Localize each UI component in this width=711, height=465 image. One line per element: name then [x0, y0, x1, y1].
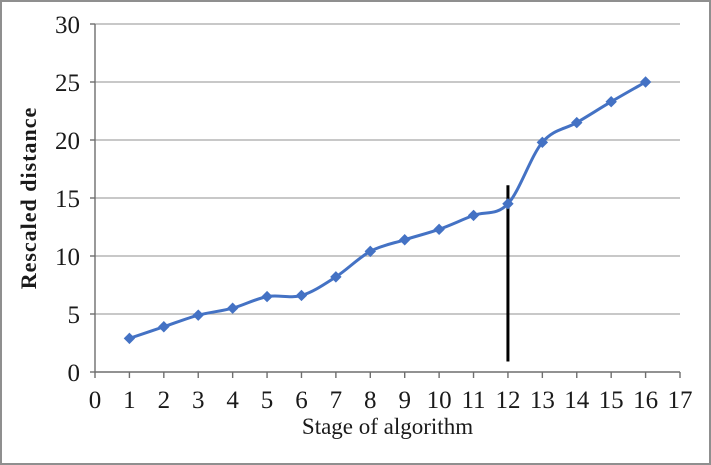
x-tick-label: 7	[330, 387, 343, 414]
x-tick-label: 5	[261, 387, 274, 414]
data-point-marker	[295, 289, 308, 302]
data-point-marker	[123, 332, 136, 345]
x-tick-label: 1	[123, 387, 136, 414]
x-tick-label: 9	[398, 387, 411, 414]
x-tick-label: 11	[461, 387, 485, 414]
x-tick-label: 4	[226, 387, 239, 414]
x-tick-label: 2	[158, 387, 171, 414]
data-point-marker	[158, 321, 170, 333]
data-point-marker	[433, 223, 445, 236]
y-tick-label: 25	[55, 70, 80, 97]
data-point-marker	[261, 290, 273, 303]
data-point-marker	[639, 76, 652, 88]
x-tick-label: 0	[89, 387, 102, 414]
x-axis-title: Stage of algorithm	[301, 414, 474, 439]
x-tick-label: 3	[192, 387, 205, 414]
data-point-marker	[226, 302, 239, 314]
x-tick-label: 16	[633, 387, 658, 414]
y-tick-label: 20	[55, 128, 80, 155]
data-point-marker	[467, 209, 480, 222]
y-tick-label: 15	[55, 186, 80, 213]
x-tick-label: 14	[564, 387, 590, 414]
x-tick-label: 6	[295, 387, 308, 414]
data-point-marker	[398, 234, 411, 246]
y-tick-label: 10	[55, 244, 80, 271]
y-tick-label: 5	[68, 302, 81, 329]
data-point-marker	[536, 136, 549, 149]
x-tick-label: 10	[427, 387, 452, 414]
data-point-marker	[571, 116, 583, 129]
x-tick-label: 8	[364, 387, 377, 414]
data-series-line	[127, 80, 648, 340]
y-tick-label: 30	[55, 12, 80, 39]
y-axis-title: Rescaled distance	[16, 106, 41, 290]
y-tick-label: 0	[68, 360, 81, 387]
data-point-marker	[192, 309, 204, 321]
x-tick-label: 17	[668, 387, 693, 414]
data-point-marker	[364, 245, 377, 258]
data-point-marker	[605, 96, 617, 108]
data-point-marker	[330, 271, 342, 283]
x-tick-label: 15	[599, 387, 624, 414]
x-tick-label: 12	[495, 387, 520, 414]
x-tick-label: 13	[530, 387, 555, 414]
data-point-marker	[502, 198, 514, 210]
